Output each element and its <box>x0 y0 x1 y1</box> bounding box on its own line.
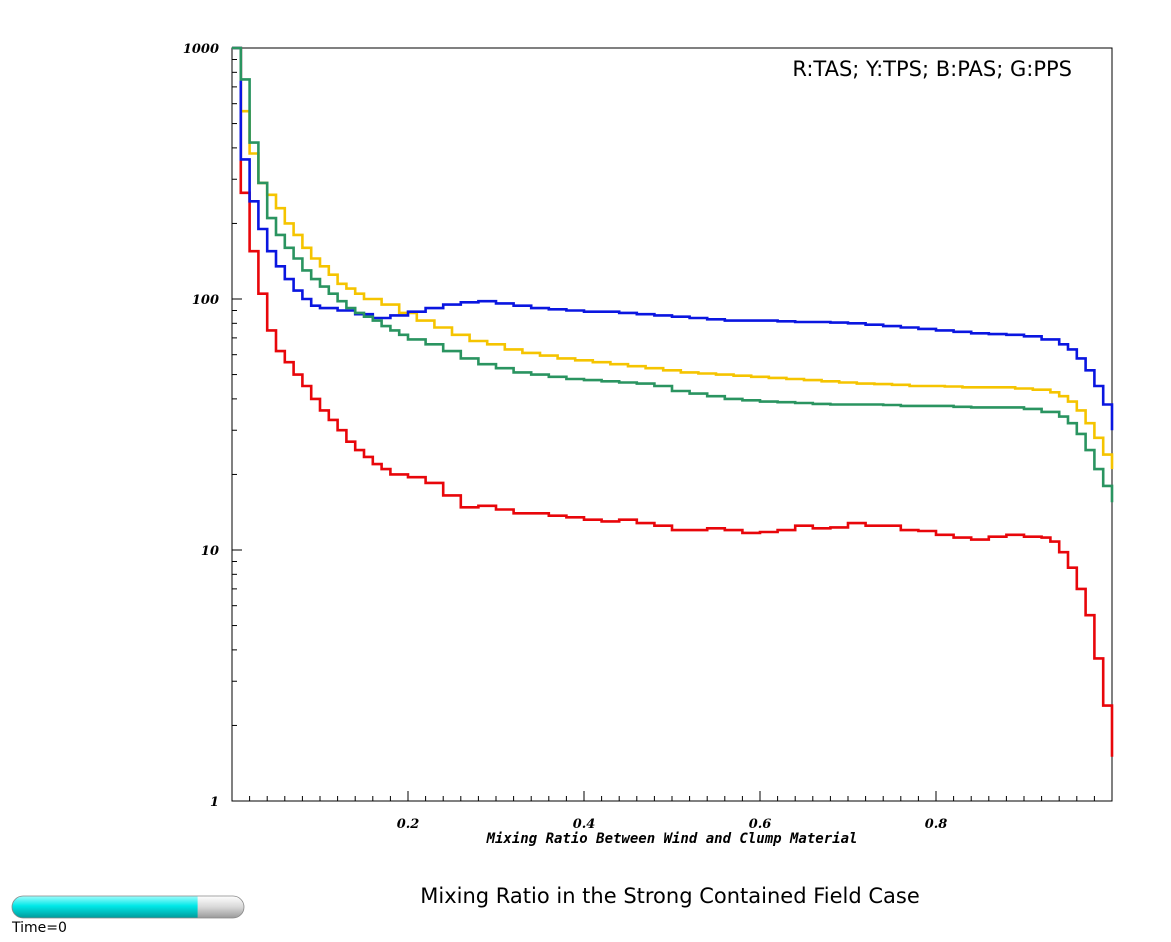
y-tick-label: 10 <box>201 544 219 559</box>
series-line-tps <box>232 46 1114 470</box>
series-line-pas <box>232 46 1114 431</box>
series-line-tas <box>232 46 1114 757</box>
y-tick-label: 1 <box>210 795 219 810</box>
x-tick-label: 0.8 <box>925 817 948 832</box>
x-tick-labels: 0.2 0.4 0.6 0.8 <box>397 817 948 832</box>
plot-frame <box>231 47 1113 802</box>
x-tick-label: 0.4 <box>573 817 596 832</box>
series-group <box>232 46 1114 757</box>
minor-ticks <box>232 47 1095 802</box>
x-axis-label: Mixing Ratio Between Wind and Clump Mate… <box>486 831 858 847</box>
y-tick-labels: 1 10 100 1000 <box>183 42 219 810</box>
time-slider[interactable] <box>11 895 245 919</box>
chart-title: Mixing Ratio in the Strong Contained Fie… <box>420 884 920 908</box>
series-line-pps <box>232 46 1114 503</box>
time-slider-outline <box>11 895 245 919</box>
legend-text: R:TAS; Y:TPS; B:PAS; G:PPS <box>792 57 1072 81</box>
x-tick-label: 0.6 <box>749 817 772 832</box>
y-tick-label: 1000 <box>183 42 219 57</box>
time-label: Time=0 <box>11 920 67 936</box>
x-tick-label: 0.2 <box>397 817 420 832</box>
time-slider-fill <box>12 896 198 918</box>
y-tick-label: 100 <box>192 293 219 308</box>
